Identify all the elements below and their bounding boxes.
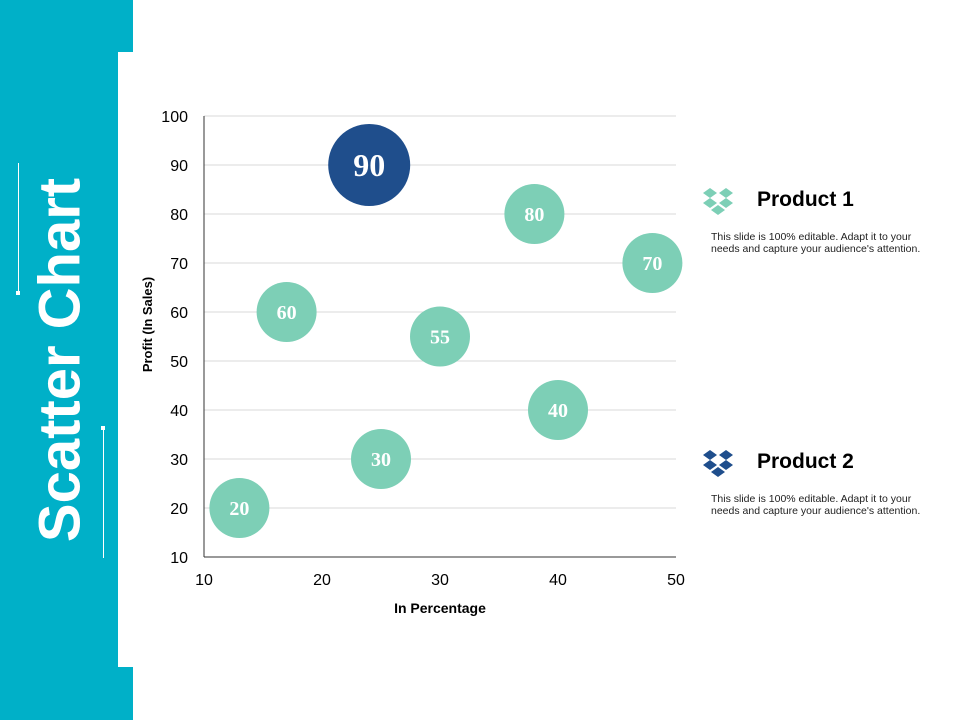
data-point [622,233,683,293]
y-tick-label: 40 [170,403,188,420]
data-point [504,184,565,244]
y-tick-label: 10 [170,550,188,567]
y-tick-label: 50 [170,354,188,371]
y-tick-label: 70 [170,256,188,273]
data-point [528,380,588,440]
data-label: 20 [229,498,249,520]
data-label: 90 [353,147,385,183]
data-label: 70 [642,253,662,275]
data-point [209,478,270,538]
decor-line [18,163,19,293]
y-tick-label: 100 [161,109,188,126]
data-point [351,429,411,489]
data-label: 55 [430,327,450,349]
dropbox-icon [703,450,733,477]
white-panel [118,52,138,667]
decor-dot [16,291,20,295]
decor-line [103,428,104,558]
data-label: 60 [277,302,297,324]
legend-title: Product 2 [757,450,854,473]
data-point [328,124,411,206]
data-label: 80 [524,204,544,226]
y-axis-label: Profit (In Sales) [140,277,155,372]
x-tick-label: 30 [431,572,449,589]
data-label: 30 [371,449,391,471]
data-point [410,306,470,367]
data-point [256,282,317,342]
legend-text: This slide is 100% editable. Adapt it to… [711,231,921,255]
x-tick-label: 40 [549,572,567,589]
x-tick-label: 50 [667,572,685,589]
y-tick-label: 80 [170,207,188,224]
decor-dot [101,426,105,430]
x-axis-label: In Percentage [394,600,486,616]
data-label: 40 [548,400,568,422]
sidebar-band [0,0,133,720]
y-tick-label: 20 [170,501,188,518]
legend-title: Product 1 [757,188,854,211]
y-tick-label: 90 [170,158,188,175]
y-tick-label: 60 [170,305,188,322]
x-tick-label: 20 [313,572,331,589]
y-tick-label: 30 [170,452,188,469]
legend-text: This slide is 100% editable. Adapt it to… [711,493,921,517]
x-tick-label: 10 [195,572,213,589]
dropbox-icon [703,188,733,215]
